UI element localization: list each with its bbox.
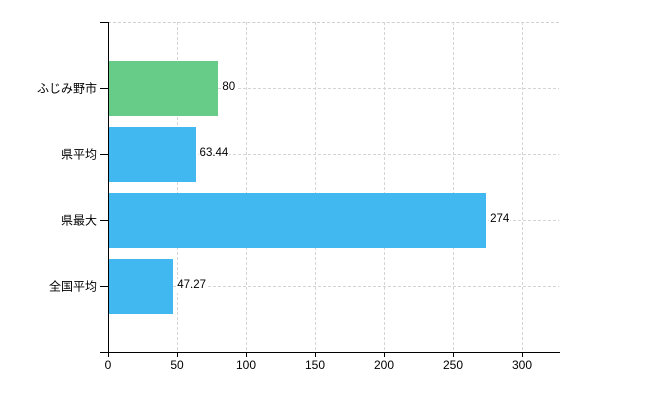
x-tick-label: 0 — [104, 358, 112, 372]
y-axis-tick — [100, 220, 108, 221]
plot-top-border — [108, 22, 559, 23]
bar — [108, 192, 487, 248]
category-label: 県平均 — [60, 147, 97, 162]
x-tick-label: 200 — [373, 358, 395, 372]
bar — [108, 60, 219, 116]
bar — [108, 258, 174, 314]
plot-area: 80 63.44 274 47.27 — [108, 22, 559, 352]
y-gridline — [108, 286, 559, 287]
y-axis-tick — [100, 88, 108, 89]
category-label: 全国平均 — [48, 279, 97, 294]
x-tick-label: 50 — [170, 358, 184, 372]
x-tick-label: 250 — [442, 358, 464, 372]
x-axis-tick — [108, 352, 109, 357]
x-axis-tick — [453, 352, 454, 357]
bar-value-label: 63.44 — [198, 147, 230, 161]
y-gridline — [108, 154, 559, 155]
y-axis-line — [108, 22, 109, 357]
bar-value-label: 80 — [221, 81, 237, 95]
x-axis-tick — [315, 352, 316, 357]
y-axis-tick — [100, 154, 108, 155]
bar-value-label: 274 — [489, 213, 511, 227]
category-label: 県最大 — [60, 213, 97, 228]
x-tick-label: 300 — [511, 358, 533, 372]
y-axis-tick — [100, 286, 108, 287]
x-gridline — [246, 22, 247, 352]
x-axis-tick — [522, 352, 523, 357]
bar — [108, 126, 196, 182]
y-gridline — [108, 88, 559, 89]
x-gridline — [384, 22, 385, 352]
x-tick-label: 100 — [235, 358, 257, 372]
x-gridline — [453, 22, 454, 352]
x-axis-line — [100, 352, 560, 353]
x-gridline — [177, 22, 178, 352]
x-tick-label: 150 — [304, 358, 326, 372]
x-gridline — [522, 22, 523, 352]
y-axis-tick — [100, 22, 108, 23]
category-label: ふじみ野市 — [36, 81, 97, 96]
x-axis-tick — [177, 352, 178, 357]
x-gridline — [315, 22, 316, 352]
bar-value-label: 47.27 — [176, 279, 207, 293]
x-axis-tick — [246, 352, 247, 357]
x-axis-tick — [384, 352, 385, 357]
